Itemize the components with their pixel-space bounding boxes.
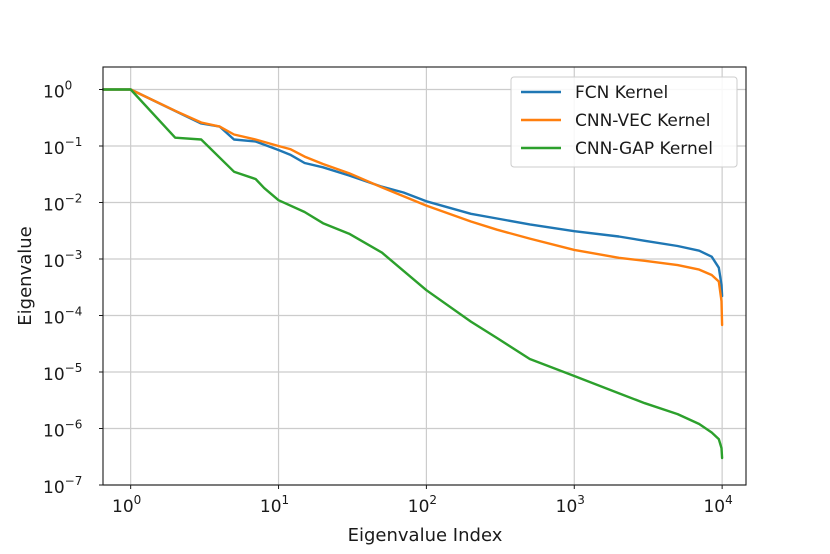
x-tick-label: 100 <box>112 493 141 517</box>
y-tick-label: 10−4 <box>43 304 82 328</box>
y-tick-label: 10−1 <box>43 135 82 159</box>
grid <box>103 67 746 486</box>
series-line-cnn-vec-kernel <box>101 88 724 327</box>
x-tick-label: 101 <box>260 493 289 517</box>
x-tick-label: 102 <box>408 493 437 517</box>
y-tick-label: 10−5 <box>43 361 82 385</box>
y-tick-label: 10−6 <box>43 417 82 441</box>
y-axis-title: Eigenvalue <box>15 226 36 325</box>
series-line-fcn-kernel <box>101 88 724 298</box>
y-tick-label: 10−7 <box>43 474 82 498</box>
x-tick-label: 103 <box>556 493 585 517</box>
tick-labels: 100 101 102 103 104 100 10−1 10−2 10−3 10−4 10−5 10… <box>43 78 733 517</box>
series-line-cnn-gap-kernel <box>101 88 724 460</box>
y-tick-label: 100 <box>43 78 72 102</box>
legend-label: CNN-GAP Kernel <box>575 139 713 159</box>
legend-label: CNN-VEC Kernel <box>575 111 711 131</box>
x-axis-title: Eigenvalue Index <box>348 525 503 546</box>
series-lines <box>101 88 724 460</box>
legend-label: FCN Kernel <box>575 83 668 103</box>
plot-frame <box>102 66 747 486</box>
x-tick-label: 104 <box>703 493 732 517</box>
y-tick-label: 10−2 <box>43 191 82 215</box>
legend: FCN Kernel CNN-VEC Kernel CNN-GAP Kernel <box>510 76 738 168</box>
legend-box <box>510 76 738 168</box>
y-tick-label: 10−3 <box>43 248 82 272</box>
